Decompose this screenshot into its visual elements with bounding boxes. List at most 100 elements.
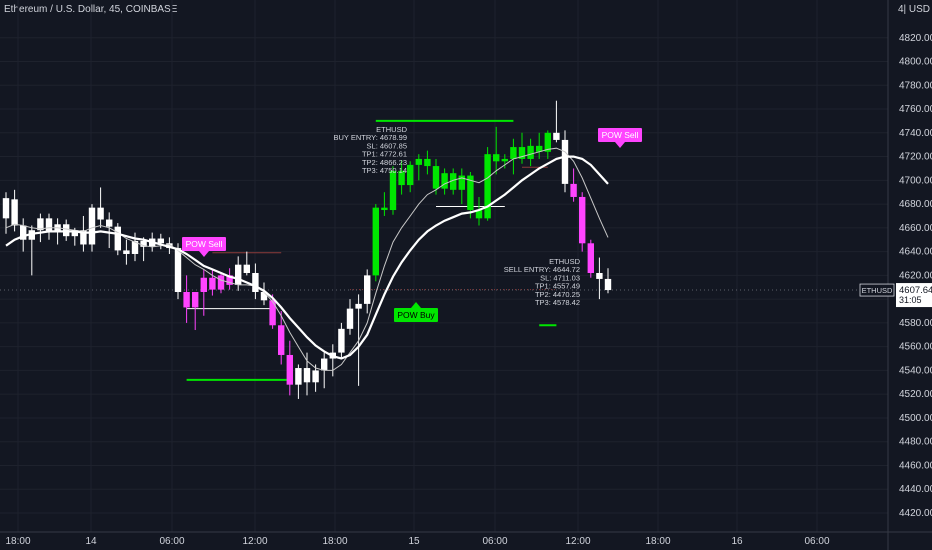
candle-body: [527, 145, 534, 159]
last-price-value: 4607.64: [899, 285, 932, 296]
candle-body: [604, 278, 612, 291]
candle-body: [338, 328, 345, 353]
candle-body: [424, 158, 431, 167]
sell-signal-box-line: SELL ENTRY: 4644.72: [504, 265, 580, 274]
candle-body: [37, 218, 44, 231]
time-tick-label: 14: [85, 536, 97, 547]
candle-body: [183, 292, 190, 308]
candle-body: [45, 218, 53, 232]
price-tick-label: 4540.00: [899, 365, 932, 376]
candle-body: [501, 158, 508, 162]
time-tick-label: 06:00: [482, 536, 507, 547]
sell-signal-box-line: TP3: 4578.42: [535, 298, 580, 307]
candle-body: [226, 275, 233, 285]
buy-signal-box-line: TP2: 4866.23: [362, 158, 407, 167]
buy-signal-box-line: SL: 4607.85: [367, 141, 407, 150]
ema-line: [5, 155, 609, 360]
candle-body: [157, 238, 164, 244]
price-tick-label: 4420.00: [899, 508, 932, 519]
candle-body: [510, 147, 517, 159]
symbol-tag-text: ETHUSD: [862, 286, 893, 295]
candle-body: [321, 358, 328, 371]
price-tick-label: 4640.00: [899, 247, 932, 258]
currency-label[interactable]: 4| USD: [897, 4, 930, 15]
candle-body: [381, 207, 388, 211]
candle-body: [97, 207, 104, 220]
candle-body: [252, 272, 259, 293]
time-tick-label: 12:00: [242, 536, 267, 547]
price-tick-label: 4480.00: [899, 437, 932, 448]
candle-body: [123, 250, 130, 254]
candle-body: [131, 240, 139, 254]
candle-body: [450, 173, 457, 190]
sell-signal-box-line: ETHUSD: [549, 257, 580, 266]
sell-signal-box-line: TP1: 4557.49: [535, 282, 580, 291]
candle-body: [140, 240, 147, 247]
candle-body: [432, 166, 440, 189]
time-tick-label: 18:00: [322, 536, 347, 547]
candle-body: [407, 164, 414, 186]
buy-signal-box-line: TP3: 4750.14: [362, 166, 407, 175]
candle-body: [441, 173, 448, 189]
candle-body: [88, 207, 96, 245]
candle-body: [28, 230, 35, 240]
price-tick-label: 4680.00: [899, 199, 932, 210]
candle-body: [278, 325, 285, 355]
candle-body: [570, 183, 577, 197]
candle-body: [561, 139, 569, 184]
price-tick-label: 4700.00: [899, 175, 932, 186]
candle-body: [209, 277, 216, 290]
candle-body: [114, 226, 121, 251]
candle-body: [389, 170, 397, 211]
pow-buy-label-pointer: [411, 302, 421, 308]
price-tick-label: 4460.00: [899, 460, 932, 471]
buy-signal-box-line: BUY ENTRY: 4678.99: [333, 133, 407, 142]
level-lines: [0, 119, 888, 381]
candle-body: [398, 170, 405, 186]
candle-body: [106, 219, 113, 227]
pow-sell-label-2-bg: [598, 128, 642, 142]
candle-body: [217, 275, 225, 290]
pow-buy-label: POW Buy: [394, 302, 438, 322]
pow-sell-label-2: POW Sell: [598, 128, 642, 148]
candle-body: [579, 196, 586, 244]
symbol-tag-bg: [859, 283, 895, 297]
pow-sell-label-1-text: POW Sell: [186, 239, 223, 249]
candle-body: [260, 292, 268, 301]
price-tick-label: 4780.00: [899, 80, 932, 91]
buy-signal-box-line: TP1: 4772.61: [362, 150, 407, 159]
candle-body: [493, 154, 500, 162]
time-tick-label: 16: [731, 536, 743, 547]
price-tick-label: 4520.00: [899, 389, 932, 400]
candle-body: [20, 225, 27, 240]
candle-body: [587, 243, 594, 273]
time-tick-label: 06:00: [159, 536, 184, 547]
pow-sell-label-2-text: POW Sell: [602, 130, 639, 140]
moving-averages: [5, 147, 609, 371]
candles: [2, 100, 612, 399]
sell-signal-box-line: TP2: 4470.25: [535, 290, 580, 299]
candle-body: [71, 230, 78, 237]
price-tick-label: 4720.00: [899, 152, 932, 163]
countdown-value: 31:05: [899, 295, 922, 305]
candle-body: [553, 132, 560, 140]
candle-body: [235, 264, 242, 285]
grid: [0, 0, 888, 532]
candle-body: [295, 368, 302, 385]
candle-body: [200, 277, 207, 293]
price-tick-label: 4740.00: [899, 128, 932, 139]
candle-body: [11, 199, 18, 226]
candle-body: [174, 248, 182, 293]
candle-body: [63, 224, 70, 237]
pow-sell-label-1-bg: [182, 237, 226, 251]
time-tick-label: 12:00: [565, 536, 590, 547]
candle-body: [303, 368, 311, 383]
candle-body: [596, 272, 603, 279]
price-tick-label: 4760.00: [899, 104, 932, 115]
candle-body: [166, 243, 173, 249]
candle-body: [346, 308, 354, 329]
